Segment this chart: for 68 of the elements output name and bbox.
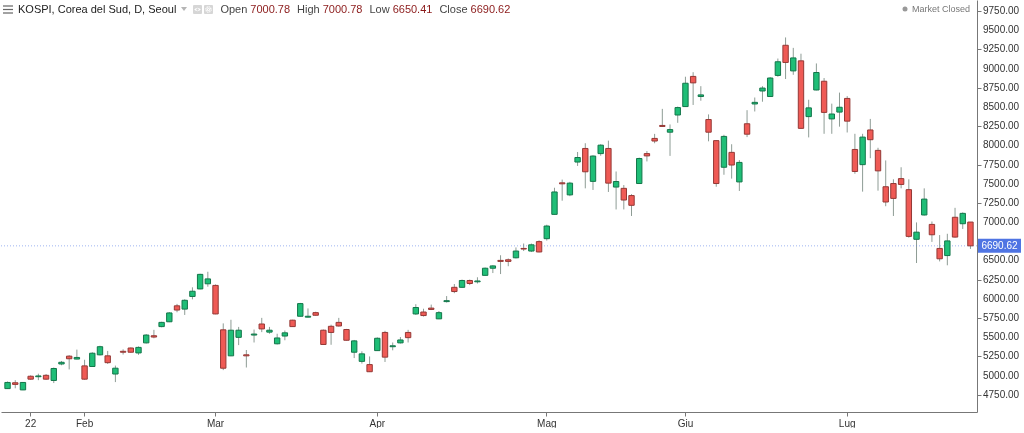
y-tick-label: 8000.00 — [983, 139, 1020, 151]
candlestick — [73, 349, 81, 360]
chart-subtitle: Open 7000.78 High 7000.78 Low 6650.41 Close 6690.62 — [220, 3, 511, 15]
y-tick-label: 6250.00 — [983, 273, 1020, 285]
x-tick-label: Lug — [838, 417, 856, 429]
x-tick-label: Mag — [537, 417, 557, 429]
y-tick-label: 5250.00 — [983, 350, 1020, 362]
candlestick — [81, 359, 88, 381]
ref-line-label: 6690.62 — [981, 239, 1019, 251]
candlestick — [689, 71, 697, 106]
y-tick-label: 7000.00 — [983, 216, 1020, 228]
candlestick — [936, 234, 943, 262]
y-tick-label: 5000.00 — [983, 369, 1020, 381]
x-tick-label: 22 — [25, 417, 37, 429]
candlestick — [774, 58, 782, 78]
candlestick — [612, 170, 620, 210]
y-tick-label: 8500.00 — [983, 101, 1020, 113]
y-tick-label: 9750.00 — [983, 5, 1020, 17]
candlestick — [150, 329, 158, 339]
candlestick — [558, 179, 566, 202]
y-tick-label: 7750.00 — [983, 158, 1020, 170]
y-tick-label: 9000.00 — [983, 62, 1020, 74]
chart-title: KOSPI, Corea del Sud, D, Seoul — [18, 3, 177, 15]
candlestick — [736, 159, 743, 192]
candlestick — [790, 47, 797, 76]
candlestick — [705, 113, 712, 142]
y-tick-label: 9500.00 — [983, 24, 1020, 36]
candlestick — [836, 92, 843, 128]
candlestick — [913, 221, 920, 264]
candlestick — [666, 123, 674, 157]
x-tick-label: Feb — [75, 417, 94, 429]
candlestick — [743, 109, 751, 138]
x-tick-label: Mar — [206, 417, 225, 429]
x-tick-label: Giu — [677, 417, 694, 429]
candlestick — [728, 143, 735, 180]
y-tick-label: 6000.00 — [983, 292, 1020, 304]
x-tick-label: Apr — [369, 417, 386, 429]
candlestick — [928, 221, 936, 243]
candlestick — [828, 103, 835, 135]
y-tick-label: 8250.00 — [983, 120, 1020, 132]
y-tick-label: 7500.00 — [983, 177, 1020, 189]
candlestick — [951, 207, 959, 239]
candlestick — [967, 221, 974, 250]
candlestick — [851, 133, 859, 175]
candlestick — [805, 99, 812, 138]
candlestick — [404, 329, 412, 343]
y-tick-label: 9250.00 — [983, 43, 1020, 55]
candlestick — [867, 118, 874, 159]
candlestick — [243, 349, 250, 368]
candlestick — [844, 95, 851, 133]
candlestick — [782, 36, 789, 80]
candlestick — [489, 264, 497, 274]
y-tick-label: 5500.00 — [983, 331, 1020, 343]
candlestick — [813, 62, 820, 91]
candlestick — [921, 187, 928, 217]
y-tick-label: 6500.00 — [983, 254, 1020, 266]
candlestick — [682, 76, 689, 108]
y-tick-label: 8750.00 — [983, 81, 1020, 93]
candlestick — [643, 150, 651, 162]
y-tick-label: 5750.00 — [983, 312, 1020, 324]
annotation: Market Closed — [911, 4, 970, 14]
candlestick — [874, 147, 882, 192]
candlestick — [551, 187, 558, 216]
candlestick — [944, 233, 951, 266]
y-tick-label: 4750.00 — [983, 388, 1020, 400]
y-tick-label: 7250.00 — [983, 196, 1020, 208]
candlestick — [582, 142, 589, 189]
candlestick — [250, 329, 258, 343]
